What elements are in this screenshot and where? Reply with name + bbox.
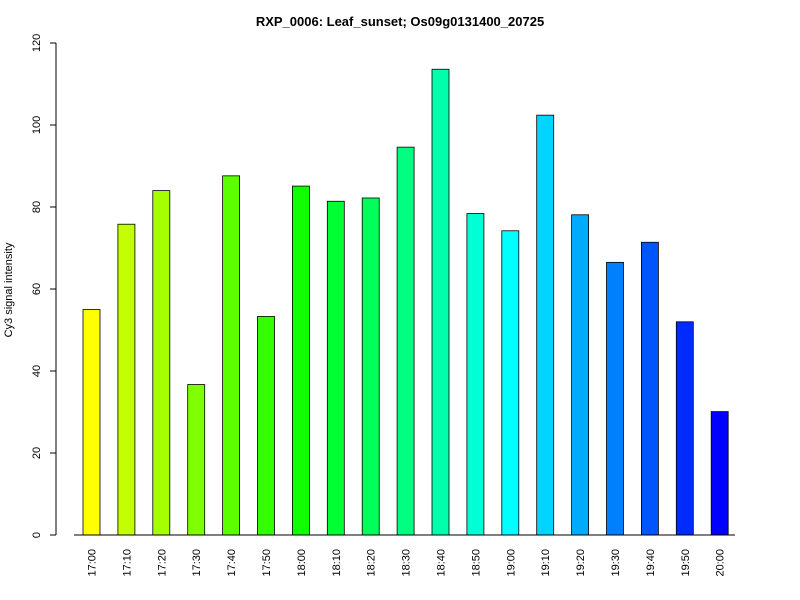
chart-title: RXP_0006: Leaf_sunset; Os09g0131400_2072… xyxy=(256,14,544,29)
bar xyxy=(222,175,241,536)
x-tick-label: 17:20 xyxy=(156,549,168,577)
bar xyxy=(117,223,136,536)
bar xyxy=(571,214,589,536)
bar xyxy=(82,309,101,536)
x-tick-label: 17:30 xyxy=(191,549,203,577)
x-tick-label: 18:30 xyxy=(401,549,413,577)
y-tick-label: 100 xyxy=(31,116,43,134)
x-tick-label: 18:10 xyxy=(331,549,343,577)
x-tick-label: 19:50 xyxy=(680,549,692,577)
x-tick-label: 18:50 xyxy=(470,549,482,577)
bar xyxy=(641,241,659,536)
x-tick-labels: 17:00 17:10 17:20 17:30 17:40 17:50 18:00 18:10… xyxy=(87,549,727,577)
bar xyxy=(326,200,345,536)
x-tick-label: 20:00 xyxy=(715,549,727,577)
x-tick-label: 17:10 xyxy=(121,549,133,577)
bar xyxy=(710,411,729,536)
y-tick-label: 20 xyxy=(31,447,43,459)
x-tick-label: 19:30 xyxy=(610,549,622,577)
y-tick-label: 80 xyxy=(31,201,43,213)
bar xyxy=(396,146,415,536)
bar xyxy=(501,230,520,536)
bars xyxy=(82,68,729,536)
x-tick-label: 19:00 xyxy=(505,549,517,577)
bar xyxy=(675,321,694,536)
bar xyxy=(152,190,171,536)
y-tick-label: 60 xyxy=(31,283,43,295)
y-tick-label: 120 xyxy=(31,34,43,52)
bar xyxy=(187,384,206,536)
bar xyxy=(257,316,275,536)
bar xyxy=(606,261,624,536)
x-tick-label: 19:20 xyxy=(575,549,587,577)
x-tick-label: 17:00 xyxy=(87,549,99,577)
y-tick-label: 0 xyxy=(31,532,43,538)
x-tick-label: 17:50 xyxy=(261,549,273,577)
bar xyxy=(291,185,310,536)
bar xyxy=(431,68,450,536)
y-tick-label: 40 xyxy=(31,365,43,377)
y-axis-label: Cy3 signal intensity xyxy=(3,242,15,337)
y-axis: 0 20 40 60 80 100 120 xyxy=(31,34,57,538)
x-tick-label: 19:10 xyxy=(540,549,552,577)
x-tick-label: 17:40 xyxy=(226,549,238,577)
x-tick-label: 19:40 xyxy=(645,549,657,577)
x-tick-label: 18:40 xyxy=(436,549,448,577)
x-tick-label: 18:00 xyxy=(296,549,308,577)
bar xyxy=(361,197,380,536)
x-tick-label: 18:20 xyxy=(366,549,378,577)
bar xyxy=(536,114,555,536)
bar xyxy=(466,213,485,536)
